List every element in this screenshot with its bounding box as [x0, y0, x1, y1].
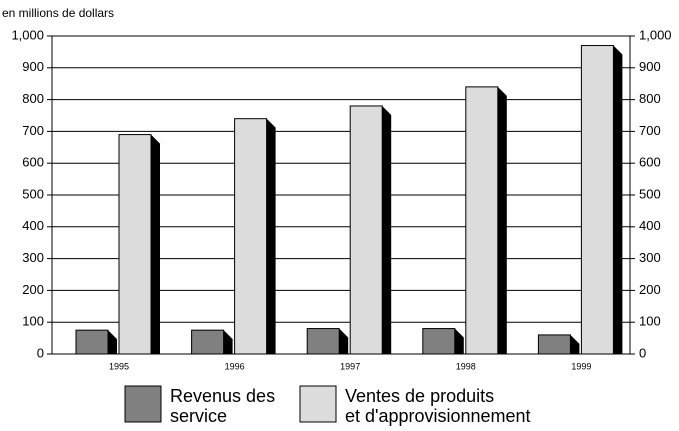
y2-tick-label: 900 [639, 59, 661, 74]
y2-tick-label: 600 [639, 155, 661, 170]
x-tick-label: 1998 [456, 361, 476, 371]
bar [537, 334, 571, 355]
bar [349, 105, 383, 355]
bar-side [613, 45, 623, 354]
y2-tick-label: 800 [639, 91, 661, 106]
legend-label: Ventes de produits et d'approvisionnemen… [345, 386, 531, 426]
y2-tick-label: 400 [639, 218, 661, 233]
y2-tick-label: 500 [639, 186, 661, 201]
y-tick-label: 800 [22, 91, 44, 106]
y-tick-label: 1,000 [11, 27, 44, 42]
legend-swatch [299, 385, 337, 423]
bar-side [570, 334, 580, 354]
bar [465, 86, 499, 355]
y-tick-label: 900 [22, 59, 44, 74]
bar [306, 328, 340, 355]
bar [422, 328, 456, 355]
bar-side [339, 328, 349, 354]
y-tick-label: 200 [22, 282, 44, 297]
bar-side [266, 118, 276, 355]
y2-tick-label: 200 [639, 282, 661, 297]
y-tick-label: 400 [22, 218, 44, 233]
y2-tick-label: 100 [639, 314, 661, 329]
x-tick-label: 1997 [340, 361, 360, 371]
bar-side [151, 134, 160, 354]
y-tick-label: 100 [22, 314, 44, 329]
legend-label: Revenus des service [170, 386, 276, 426]
bar-side [497, 86, 507, 354]
bar-side [382, 105, 392, 355]
y2-tick-label: 0 [639, 345, 646, 360]
bar-side [108, 330, 117, 354]
chart-subtitle: en millions de dollars [2, 6, 114, 20]
legend-swatch [124, 385, 162, 423]
bar [75, 329, 109, 355]
y-tick-label: 500 [22, 186, 44, 201]
y-tick-label: 300 [22, 250, 44, 265]
x-tick-label: 1995 [109, 361, 129, 371]
x-tick-label: 1996 [225, 361, 245, 371]
x-tick-label: 1999 [571, 361, 591, 371]
y-tick-label: 600 [22, 155, 44, 170]
bar [118, 134, 152, 355]
y2-tick-label: 1,000 [639, 27, 672, 42]
y-tick-label: 0 [37, 345, 44, 360]
bar [191, 329, 225, 355]
y-tick-label: 700 [22, 123, 44, 138]
y2-tick-label: 300 [639, 250, 661, 265]
bar-side [454, 328, 464, 354]
bar [234, 118, 268, 355]
bar-side [223, 330, 233, 354]
bar [580, 45, 614, 355]
y2-tick-label: 700 [639, 123, 661, 138]
